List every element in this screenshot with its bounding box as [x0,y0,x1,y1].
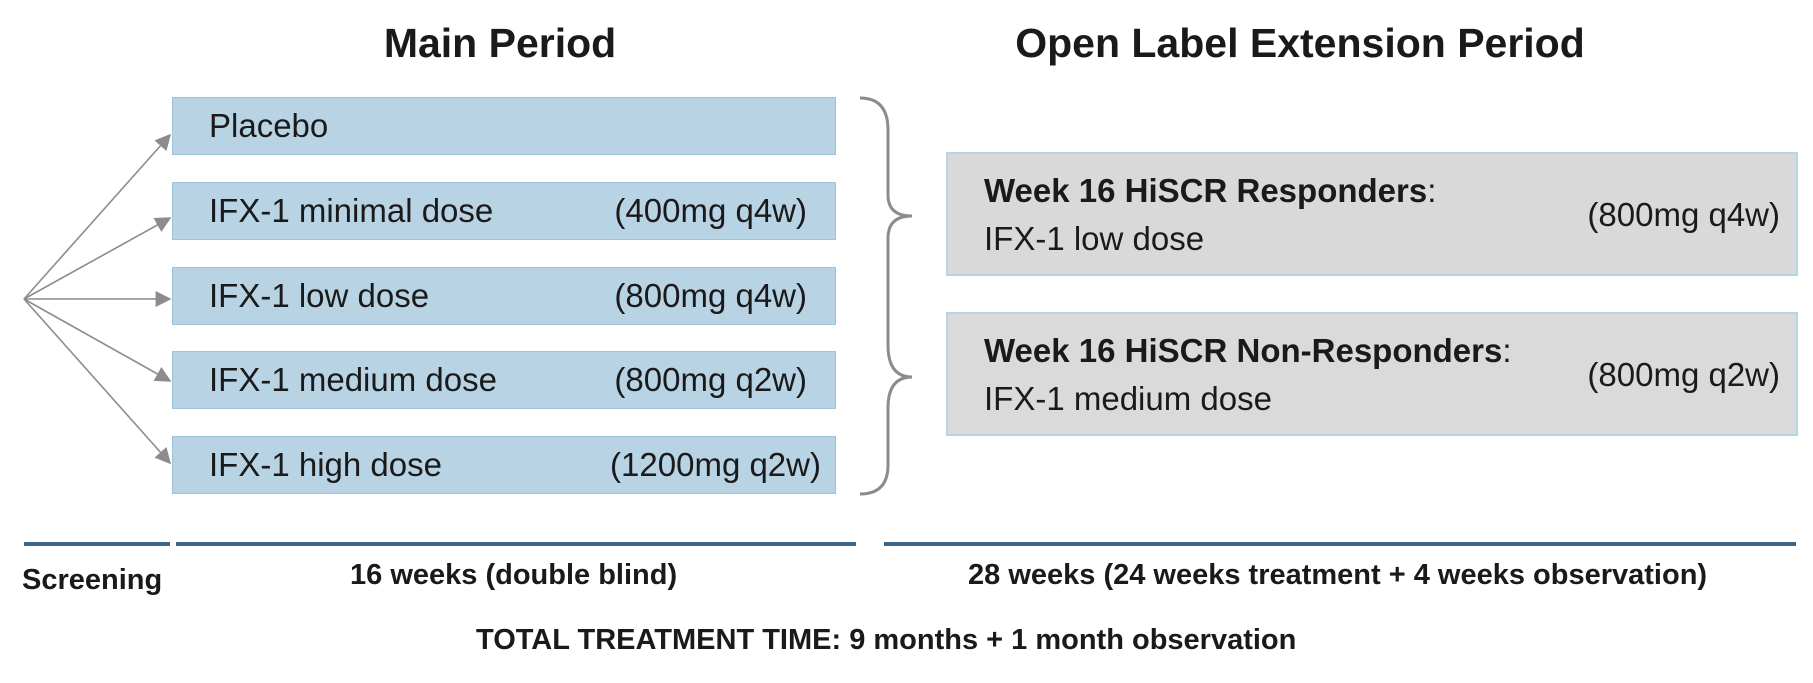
arm-name: Placebo [209,107,329,144]
screening-label: Screening [22,564,163,596]
arm-name: IFX-1 medium dose [209,361,497,398]
arm-medium-dose: IFX-1 medium dose (800mg q2w) [172,351,836,409]
ole-duration-label: 28 weeks (24 weeks treatment + 4 weeks o… [968,559,1708,591]
arrow-to-medium-dose [23,298,172,382]
ole-box-title-line: Week 16 HiSCR Non-Responders: [984,332,1512,370]
ole-box-dose: (800mg q2w) [1587,356,1780,393]
ole-box-title-line: Week 16 HiSCR Responders: [984,172,1436,210]
arrow-to-high-dose [23,298,172,465]
arm-name: IFX-1 high dose [209,446,442,483]
ole-period-rule [884,542,1796,546]
screening-rule [24,542,170,546]
ole-box-dose: (800mg q4w) [1587,196,1780,233]
ole-box-colon: : [1502,332,1512,369]
curly-brace [859,96,913,496]
ole-box-title: Week 16 HiSCR Non-Responders [984,332,1503,369]
ole-box-colon: : [1427,172,1437,209]
arm-dose: (1200mg q2w) [610,446,821,483]
main-period-heading: Main Period [383,20,617,66]
arm-high-dose: IFX-1 high dose (1200mg q2w) [172,436,836,494]
arm-dose: (800mg q2w) [614,361,807,398]
arm-dose: (400mg q4w) [614,192,807,229]
arrow-to-minimal-dose [23,217,172,300]
arm-minimal-dose: IFX-1 minimal dose (400mg q4w) [172,182,836,240]
arrow-to-placebo [23,133,172,300]
total-treatment-time: TOTAL TREATMENT TIME: 9 months + 1 month… [476,624,1297,656]
main-period-rule [176,542,856,546]
ole-period-heading: Open Label Extension Period [1015,20,1585,66]
arm-name: IFX-1 minimal dose [209,192,494,229]
ole-non-responders-box: Week 16 HiSCR Non-Responders: IFX-1 medi… [946,312,1798,436]
arm-placebo: Placebo [172,97,836,155]
ole-box-subtitle: IFX-1 medium dose [984,380,1272,417]
arm-dose: (800mg q4w) [614,277,807,314]
ole-box-subtitle: IFX-1 low dose [984,220,1205,257]
ole-box-title: Week 16 HiSCR Responders [984,172,1428,209]
arm-name: IFX-1 low dose [209,277,430,314]
ole-responders-box: Week 16 HiSCR Responders: IFX-1 low dose… [946,152,1798,276]
arm-low-dose: IFX-1 low dose (800mg q4w) [172,267,836,325]
main-duration-label: 16 weeks (double blind) [350,559,678,591]
